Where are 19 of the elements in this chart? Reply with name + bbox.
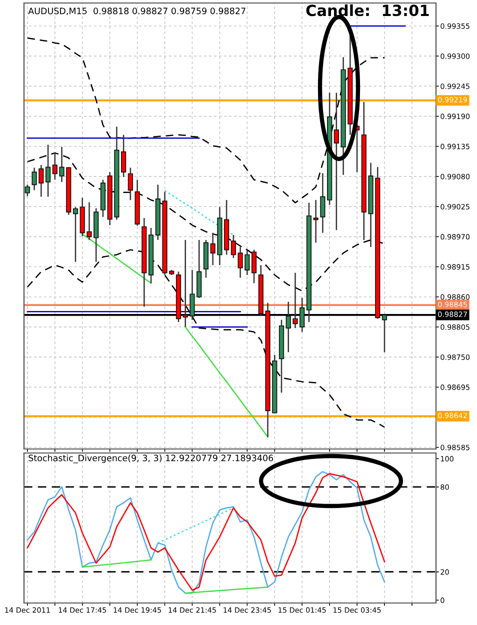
chart-title: AUDUSD,M15 0.98818 0.98827 0.98759 0.98827 [28, 8, 246, 16]
candlestick [230, 234, 236, 259]
candlestick [382, 314, 388, 353]
candlestick [24, 184, 30, 197]
annotation: Candle: 13:01 [306, 4, 429, 16]
line-series [164, 190, 234, 236]
candlestick [121, 134, 126, 178]
candlestick [45, 144, 51, 198]
candlestick [320, 172, 326, 234]
line-series [26, 152, 386, 292]
candlestick [72, 206, 78, 262]
candlestick [128, 167, 133, 201]
candlestick [334, 92, 339, 231]
line-series [157, 507, 234, 544]
chart-title: Stochastic_Divergence(9, 3, 3) 12.9220779 27.1893406 [28, 454, 274, 464]
candlestick [251, 249, 257, 284]
line-series [184, 326, 268, 438]
candlestick [313, 199, 318, 244]
line-series [82, 559, 152, 568]
